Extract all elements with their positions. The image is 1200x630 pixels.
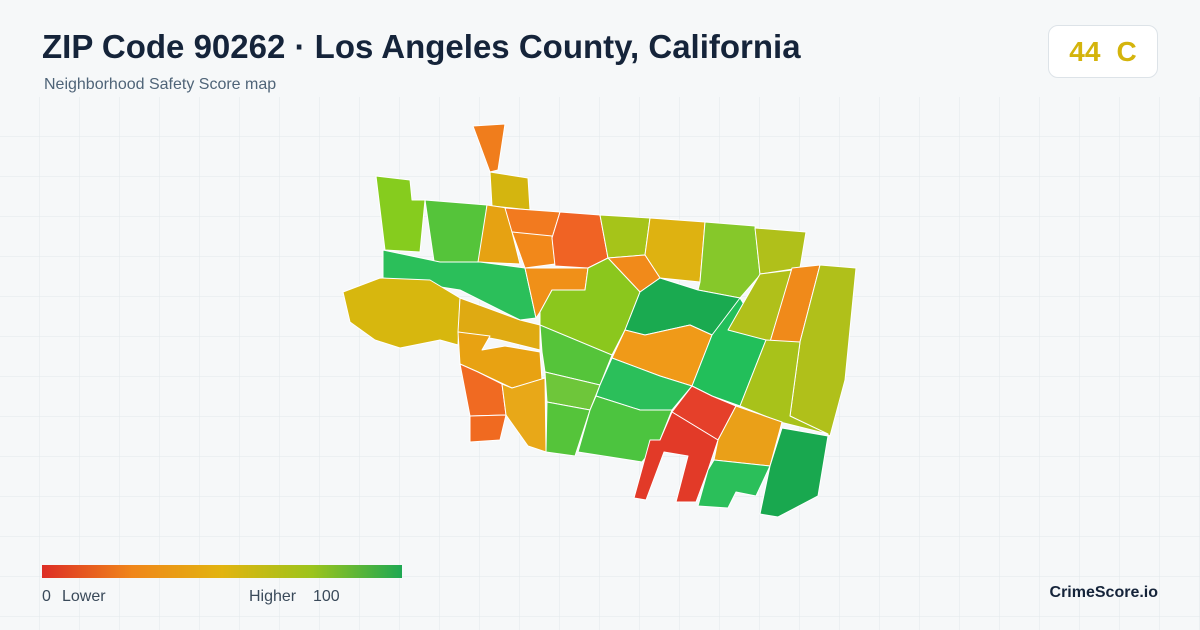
title: ZIP Code 90262 · Los Angeles County, Cal…: [42, 28, 801, 65]
subtitle: Neighborhood Safety Score map: [44, 76, 277, 93]
area: [633, 411, 719, 503]
legend-min-label: Lower: [62, 588, 106, 605]
score-badge: 44 C: [1048, 25, 1158, 78]
legend-max: 100: [313, 588, 340, 605]
brand: CrimeScore.io: [1049, 584, 1158, 601]
area: [644, 217, 706, 283]
area: [342, 277, 461, 349]
area: [424, 199, 488, 269]
area: [599, 214, 651, 259]
area: [739, 339, 829, 435]
area: [472, 123, 506, 173]
legend-min: 0: [42, 588, 51, 605]
zip-areas: [342, 123, 857, 518]
area: [477, 204, 521, 265]
score-value: 44: [1069, 35, 1101, 67]
score-grade: C: [1116, 35, 1137, 67]
area: [759, 427, 829, 518]
legend-max-label: Higher: [249, 588, 297, 605]
area: [551, 211, 609, 269]
area: [697, 459, 771, 509]
area: [545, 401, 591, 457]
area: [489, 171, 531, 211]
area: [469, 414, 507, 443]
legend-gradient: [42, 565, 402, 578]
